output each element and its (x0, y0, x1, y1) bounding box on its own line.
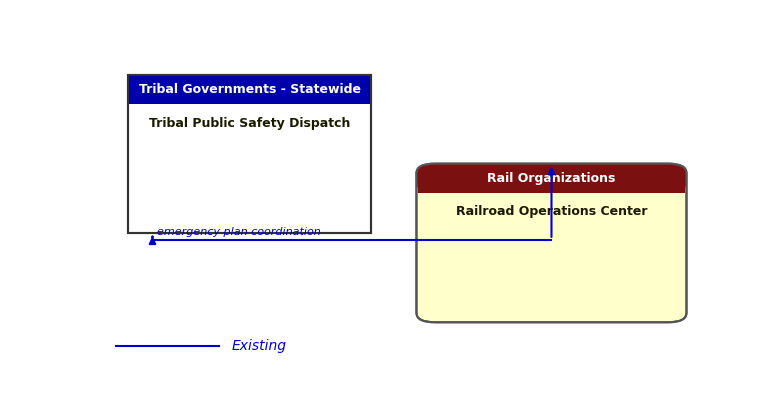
Text: Rail Organizations: Rail Organizations (487, 172, 615, 185)
FancyBboxPatch shape (128, 75, 371, 104)
Text: Railroad Operations Center: Railroad Operations Center (456, 205, 648, 218)
FancyBboxPatch shape (128, 75, 371, 234)
FancyBboxPatch shape (417, 178, 685, 193)
FancyBboxPatch shape (417, 164, 687, 322)
Text: emergency plan coordination: emergency plan coordination (157, 227, 321, 237)
Text: Tribal Governments - Statewide: Tribal Governments - Statewide (139, 83, 361, 96)
FancyBboxPatch shape (417, 164, 687, 193)
Text: Tribal Public Safety Dispatch: Tribal Public Safety Dispatch (149, 117, 350, 129)
Text: Existing: Existing (232, 339, 287, 353)
